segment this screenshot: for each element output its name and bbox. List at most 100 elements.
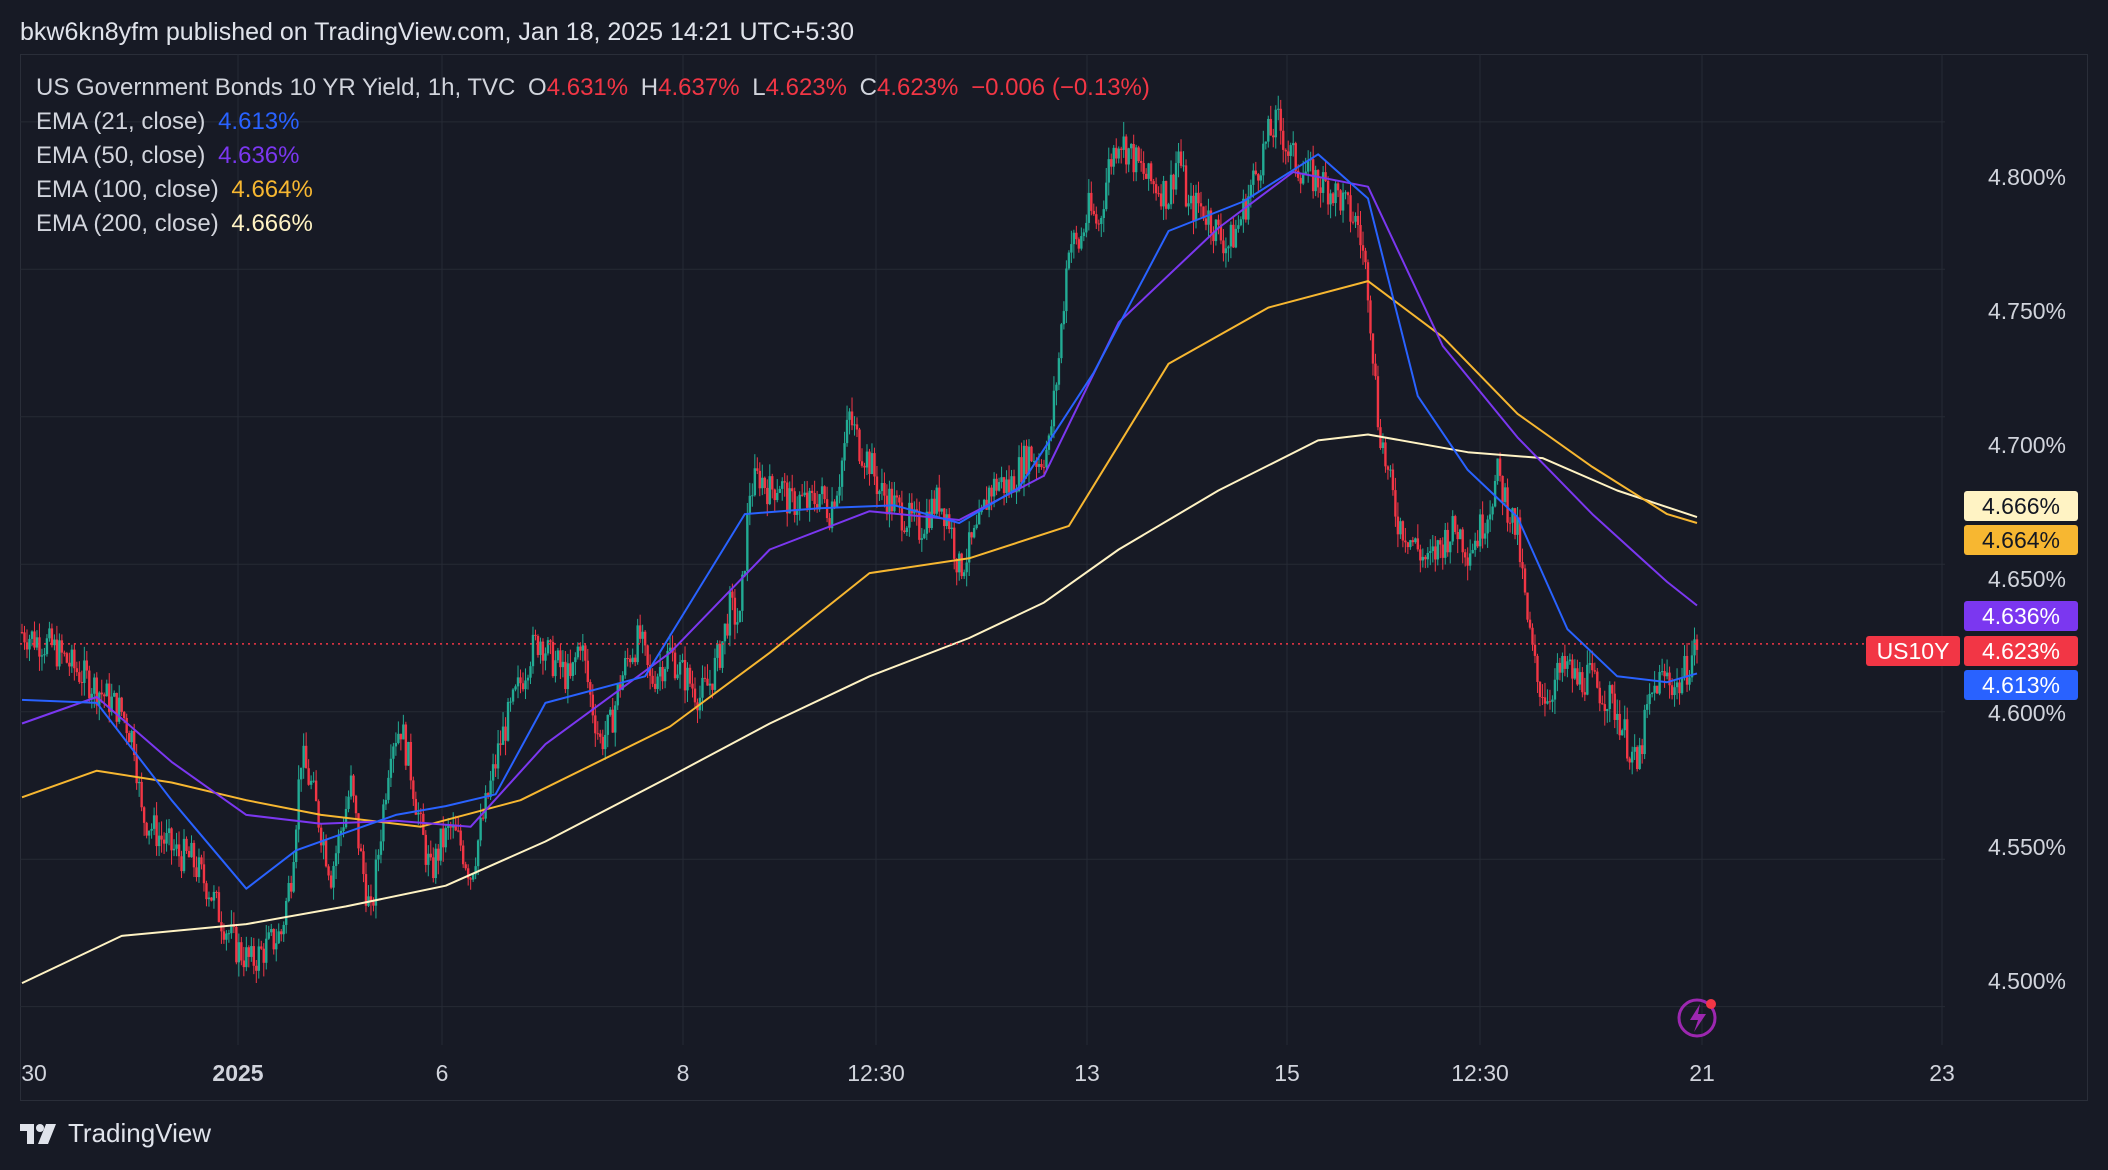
candle-up [1117, 148, 1120, 159]
candle-up [1665, 672, 1669, 677]
candle-up [1621, 730, 1624, 736]
candle-down [494, 764, 497, 769]
candle-down [638, 625, 642, 639]
legend-ema50[interactable]: EMA (50, close) 4.636% [36, 142, 305, 170]
candle-down [1090, 192, 1093, 211]
candle-down [235, 926, 238, 963]
candle-up [1451, 516, 1454, 542]
candle-down [1558, 662, 1562, 673]
candle-down [456, 830, 460, 832]
candle-up [35, 637, 39, 648]
candle-up [1249, 184, 1253, 197]
candle-up [389, 758, 393, 778]
tradingview-brand[interactable]: TradingView [20, 1118, 211, 1149]
candle-up [1227, 246, 1230, 249]
candle-down [1152, 181, 1155, 185]
candle-down [648, 665, 652, 676]
candle-down [1695, 639, 1699, 650]
ema21-label: EMA (21, close) [36, 108, 206, 135]
candle-up [1267, 118, 1270, 142]
candle-down [646, 645, 649, 666]
candle-up [1189, 195, 1193, 204]
candle-up [668, 647, 672, 651]
candle-down [1655, 685, 1659, 694]
candle-up [920, 538, 924, 540]
candle-up [130, 730, 133, 743]
candle-down [362, 851, 365, 875]
candle-down [1618, 713, 1621, 736]
candle-down [414, 798, 418, 815]
candle-down [1209, 210, 1213, 234]
candle-up [394, 743, 398, 747]
legend-main: US Government Bonds 10 YR Yield, 1h, TVC… [36, 74, 1156, 102]
candle-up [723, 623, 727, 642]
candle-up [1471, 549, 1474, 554]
candle-up [250, 946, 253, 957]
candle-down [125, 718, 128, 734]
candle-up [870, 453, 874, 475]
candle-up [1389, 469, 1392, 471]
x-tick: 6 [435, 1060, 449, 1086]
candle-up [417, 812, 420, 815]
candle-up [1306, 159, 1310, 172]
candle-up [818, 494, 821, 510]
candle-up [397, 733, 400, 744]
candle-up [781, 481, 784, 489]
candle-up [491, 764, 495, 781]
candle-down [1095, 214, 1098, 224]
candle-down [1002, 477, 1006, 494]
candle-up [808, 490, 811, 508]
candle-up [721, 641, 724, 668]
candle-down [786, 482, 789, 514]
candle-up [1344, 192, 1347, 194]
candle-up [1239, 219, 1243, 226]
candle-down [1139, 161, 1143, 163]
candle-down [1149, 163, 1153, 182]
candle-up [476, 840, 480, 867]
candle-up [1399, 521, 1402, 535]
candle-down [1172, 174, 1175, 190]
candle-up [1483, 533, 1487, 539]
candle-down [569, 663, 572, 676]
candle-down [1526, 592, 1529, 620]
candle-up [880, 482, 884, 492]
candle-down [579, 646, 582, 651]
candle-down [255, 965, 258, 971]
candle-up [332, 865, 335, 888]
candle-down [1110, 159, 1113, 167]
candle-down [73, 649, 76, 669]
ema-lines [21, 153, 1698, 985]
candle-down [1628, 758, 1631, 763]
legend-ema21[interactable]: EMA (21, close) 4.613% [36, 108, 305, 136]
candle-up [666, 650, 669, 669]
candle-down [903, 530, 906, 532]
legend-ema200[interactable]: EMA (200, close) 4.666% [36, 210, 319, 238]
candle-up [1045, 449, 1048, 468]
candle-up [678, 662, 682, 675]
candle-down [815, 504, 819, 510]
candle-up [516, 677, 520, 687]
candle-up [334, 853, 338, 866]
candle-down [873, 453, 876, 477]
candle-down [758, 470, 761, 489]
alert-lightning-icon[interactable] [1677, 998, 1717, 1038]
candle-down [459, 830, 462, 846]
candle-down [1521, 562, 1524, 569]
candle-down [1506, 487, 1509, 523]
candle-up [182, 838, 186, 872]
candle-down [25, 642, 29, 650]
candle-down [324, 839, 328, 867]
candle-up [1187, 203, 1190, 207]
candle-down [791, 488, 794, 492]
candle-down [1184, 165, 1188, 207]
candle-up [1224, 248, 1228, 254]
candle-down [1685, 655, 1689, 685]
legend-ema100[interactable]: EMA (100, close) 4.664% [36, 176, 319, 204]
candle-up [227, 933, 231, 935]
candle-down [943, 508, 946, 527]
candle-down [1299, 177, 1302, 184]
candle-down [1374, 363, 1377, 377]
candle-down [1640, 745, 1644, 755]
candle-up [977, 512, 981, 525]
